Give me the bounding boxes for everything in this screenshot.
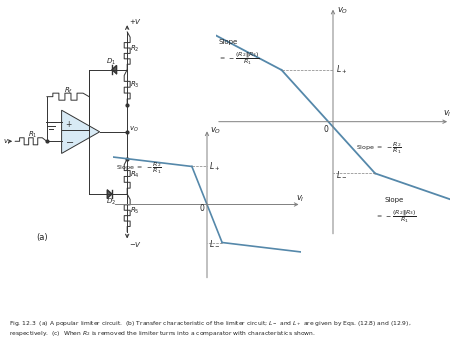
Text: Fig. 12.3  (a) A popular limiter circuit.  (b) Transfer characteristic of the li: Fig. 12.3 (a) A popular limiter circuit.… [9,319,411,338]
Text: $R_5$: $R_5$ [130,206,140,216]
Text: 0: 0 [199,204,204,213]
Polygon shape [62,110,100,153]
Text: 0: 0 [324,125,328,134]
Text: $-$: $-$ [65,136,74,146]
Text: (a): (a) [36,233,48,242]
Text: $R_1$: $R_1$ [28,130,37,140]
Text: $R_f$: $R_f$ [64,86,73,96]
Text: $v_O$: $v_O$ [210,125,221,136]
Text: $L_+$: $L_+$ [336,64,347,76]
Text: Slope: Slope [384,197,404,203]
Text: $+$: $+$ [65,119,72,129]
Text: Slope: Slope [218,39,238,45]
Polygon shape [107,190,112,198]
Text: $v_O$: $v_O$ [129,124,139,134]
Text: $v_O$: $v_O$ [337,5,348,16]
Text: Slope $=\ -\dfrac{R_2}{R_1}$: Slope $=\ -\dfrac{R_2}{R_1}$ [356,141,402,156]
Text: $R_3$: $R_3$ [130,80,140,90]
Text: $+V$: $+V$ [129,17,142,26]
Text: $v_I$: $v_I$ [4,138,11,147]
Text: $L_-$: $L_-$ [209,238,220,248]
Text: $R_4$: $R_4$ [130,169,140,179]
Polygon shape [112,66,117,74]
Text: Slope $=\ -\dfrac{R_2}{R_1}$: Slope $=\ -\dfrac{R_2}{R_1}$ [116,161,162,176]
Text: $D_2$: $D_2$ [106,197,116,208]
Text: $=\ -\dfrac{(R_2 \| R_3)}{R_1}$: $=\ -\dfrac{(R_2 \| R_3)}{R_1}$ [375,209,417,225]
Text: $v_I$: $v_I$ [296,194,304,204]
Text: $R_2$: $R_2$ [130,44,140,54]
Text: $L_+$: $L_+$ [209,160,220,173]
Text: $-V$: $-V$ [129,240,142,249]
Text: $=\ -\dfrac{(R_2 \| R_3)}{R_1}$: $=\ -\dfrac{(R_2 \| R_3)}{R_1}$ [218,51,260,67]
Text: $v_I$: $v_I$ [443,109,450,119]
Text: $D_1$: $D_1$ [106,57,116,67]
Text: $L_-$: $L_-$ [336,169,347,178]
